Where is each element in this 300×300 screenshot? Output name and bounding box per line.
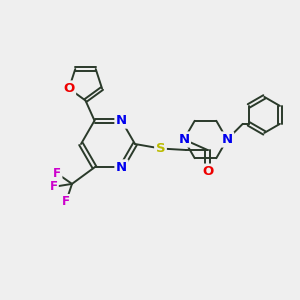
Text: F: F (62, 195, 70, 208)
Text: N: N (178, 133, 190, 146)
Text: N: N (221, 133, 233, 146)
Text: N: N (116, 161, 127, 174)
Text: F: F (50, 180, 57, 194)
Text: N: N (116, 114, 127, 127)
Text: F: F (53, 167, 61, 180)
Text: O: O (63, 82, 75, 95)
Text: S: S (156, 142, 165, 155)
Text: O: O (202, 165, 213, 178)
